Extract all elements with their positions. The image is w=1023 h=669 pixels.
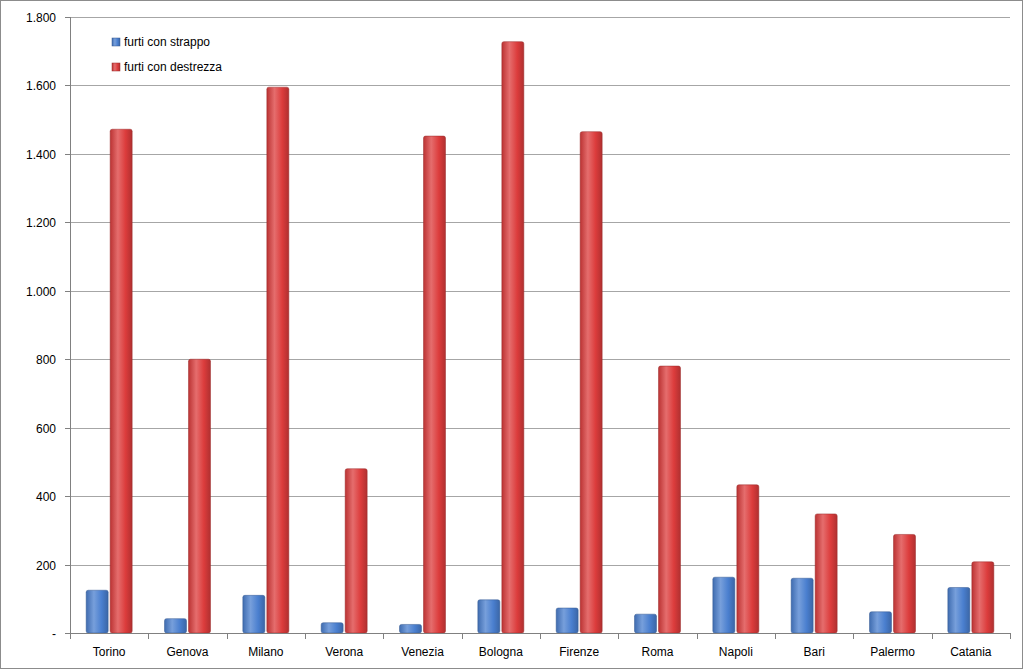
y-tick (65, 496, 70, 497)
chart-frame (1, 1, 1023, 669)
x-tick (462, 633, 463, 639)
bar (870, 612, 892, 633)
y-tick (65, 222, 70, 223)
bar (478, 600, 500, 633)
y-tick (65, 428, 70, 429)
y-tick-label: 800 (36, 353, 56, 367)
x-tick (540, 633, 541, 639)
chart-svg: - 200 400 600 800 1.000 1.200 1.400 1.600 1.800 To… (0, 0, 1023, 669)
legend-label: furti con strappo (124, 35, 210, 49)
y-tick-label: 1.800 (26, 11, 56, 25)
x-tick-label: Genova (166, 645, 208, 659)
y-tick (65, 17, 70, 18)
legend: furti con strappo furti con destrezza (112, 35, 222, 74)
bars (86, 42, 994, 633)
bar (713, 577, 735, 633)
x-tick (618, 633, 619, 639)
legend-swatch (112, 63, 120, 71)
y-tick (65, 85, 70, 86)
bar (345, 469, 367, 633)
x-tick-label: Firenze (559, 645, 599, 659)
y-tick-label: - (52, 627, 56, 641)
bar (502, 42, 524, 633)
bar (110, 129, 132, 633)
bar (267, 87, 289, 633)
bar (635, 614, 657, 633)
y-tick-label: 400 (36, 490, 56, 504)
grid-line (70, 565, 1010, 566)
y-axis (70, 17, 71, 633)
bar (948, 587, 970, 633)
y-tick (65, 154, 70, 155)
grid-line (70, 17, 1010, 18)
bar (580, 132, 602, 633)
grid-line (70, 154, 1010, 155)
grid-line (70, 222, 1010, 223)
bar (424, 136, 446, 633)
grid (65, 18, 1010, 634)
grid-line (70, 359, 1010, 360)
x-tick-label: Napoli (719, 645, 753, 659)
y-tick-label: 1.400 (26, 148, 56, 162)
legend-label: furti con destrezza (124, 60, 222, 74)
y-tick-label: 1.600 (26, 79, 56, 93)
x-tick (1010, 633, 1011, 639)
x-tick-label: Torino (93, 645, 126, 659)
y-tick (65, 565, 70, 566)
x-tick-label: Bologna (479, 645, 523, 659)
bar (189, 359, 211, 633)
x-tick (697, 633, 698, 639)
bar (321, 623, 343, 633)
x-tick-label: Venezia (401, 645, 444, 659)
y-tick (65, 291, 70, 292)
bar (791, 578, 813, 633)
chart-container: - 200 400 600 800 1.000 1.200 1.400 1.600 1.800 To… (0, 0, 1023, 669)
bar (894, 534, 916, 633)
x-tick (853, 633, 854, 639)
y-tick-label: 600 (36, 422, 56, 436)
x-tick-label: Verona (325, 645, 363, 659)
y-tick-label: 200 (36, 559, 56, 573)
bar (165, 619, 187, 633)
y-tick-label: 1.000 (26, 285, 56, 299)
bar (400, 624, 422, 633)
bar (86, 590, 108, 633)
x-tick-label: Roma (641, 645, 673, 659)
bar (972, 562, 994, 633)
x-tick-label: Milano (248, 645, 284, 659)
bar (737, 485, 759, 633)
grid-line (70, 428, 1010, 429)
y-tick-label: 1.200 (26, 216, 56, 230)
x-tick (775, 633, 776, 639)
grid-line (70, 85, 1010, 86)
grid-line (70, 496, 1010, 497)
x-tick (932, 633, 933, 639)
x-tick-label: Catania (950, 645, 992, 659)
x-tick (70, 633, 71, 639)
legend-swatch (112, 38, 120, 46)
bar (556, 608, 578, 633)
y-tick (65, 359, 70, 360)
grid-line (70, 291, 1010, 292)
x-tick-label: Palermo (870, 645, 915, 659)
x-tick (148, 633, 149, 639)
bar (243, 595, 265, 633)
bar (815, 514, 837, 633)
y-tick (65, 633, 70, 634)
x-tick (305, 633, 306, 639)
x-tick (383, 633, 384, 639)
x-tick (227, 633, 228, 639)
x-tick-label: Bari (803, 645, 824, 659)
bar (659, 366, 681, 633)
